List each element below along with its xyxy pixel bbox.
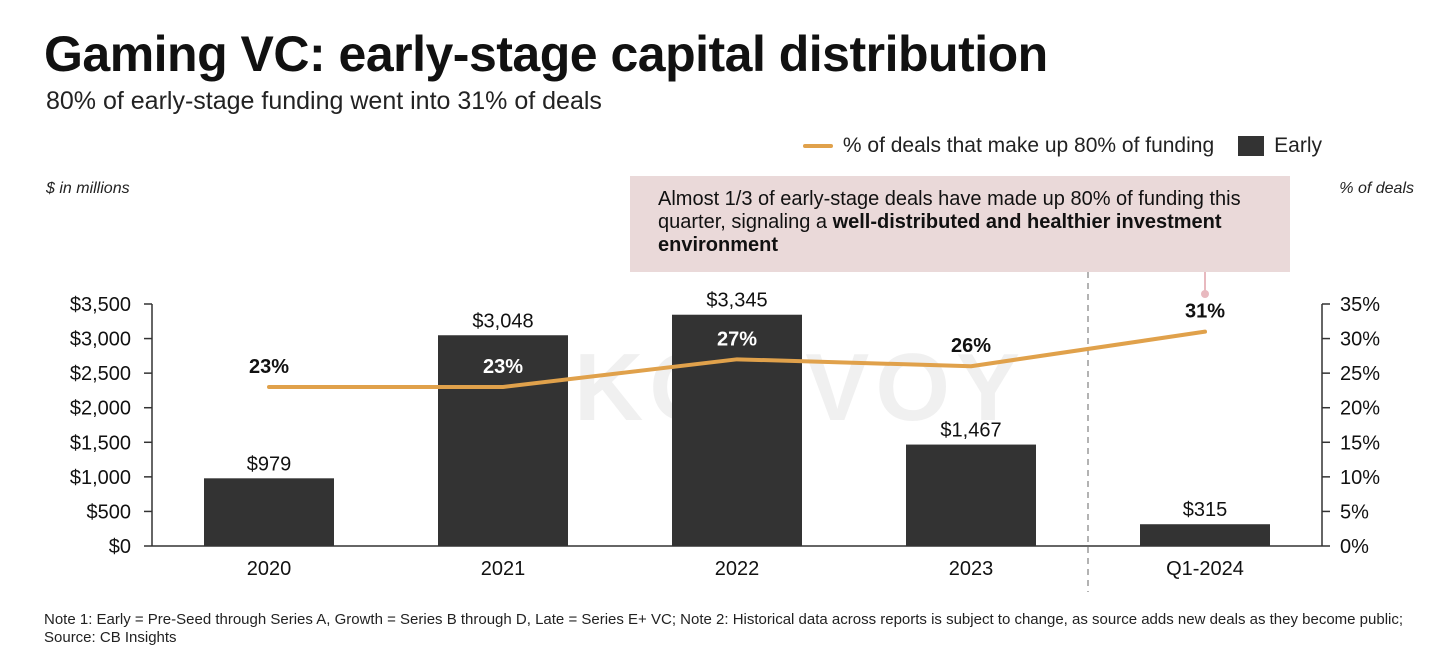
- bar-value-label: $3,345: [706, 290, 767, 312]
- bar-value-label: $1,467: [940, 420, 1001, 442]
- bar-value-label: $3,048: [472, 310, 533, 332]
- bar-2021: [438, 335, 568, 546]
- x-tick-label: 2021: [481, 558, 526, 580]
- bar-value-label: $979: [247, 453, 292, 475]
- legend-bar-label: Early: [1274, 134, 1322, 157]
- y-left-tick-label: $3,000: [70, 329, 131, 351]
- y-right-tick-label: 15%: [1340, 432, 1380, 454]
- callout-connector-dot: [1201, 290, 1209, 298]
- legend-line-swatch: [802, 144, 833, 148]
- chart-title: Gaming VC: early-stage capital distribut…: [44, 26, 1048, 82]
- bar-2022: [672, 314, 802, 546]
- line-series-path: [267, 329, 1207, 389]
- x-tick-label: Q1-2024: [1166, 558, 1244, 580]
- y-left-tick-label: $1,000: [70, 467, 131, 489]
- right-axis-unit-label: % of deals: [1339, 180, 1414, 197]
- bar-2020: [204, 478, 334, 546]
- line-value-label: 23%: [249, 356, 289, 378]
- y-right-tick-label: 10%: [1340, 467, 1380, 489]
- bar-value-label: $315: [1183, 499, 1228, 521]
- line-value-label: 23%: [483, 356, 523, 378]
- legend-line-label: % of deals that make up 80% of funding: [842, 134, 1215, 157]
- y-left-tick-label: $3,500: [70, 294, 131, 316]
- bar-Q1-2024: [1140, 524, 1270, 546]
- y-left-tick-label: $1,500: [70, 432, 131, 454]
- line-value-label: 31%: [1185, 301, 1225, 323]
- y-right-tick-label: 0%: [1340, 536, 1369, 558]
- left-axis-unit-label: $ in millions: [46, 180, 130, 197]
- x-tick-label: 2020: [247, 558, 292, 580]
- y-left-tick-label: $500: [87, 501, 132, 523]
- chart-subtitle: 80% of early-stage funding went into 31%…: [46, 87, 602, 115]
- x-tick-label: 2022: [715, 558, 760, 580]
- y-right-tick-label: 5%: [1340, 501, 1369, 523]
- callout-text: Almost 1/3 of early-stage deals have mad…: [658, 188, 1241, 233]
- line-value-label: 26%: [951, 335, 991, 357]
- x-tick-label: 2023: [949, 558, 994, 580]
- legend: % of deals that make up 80% of funding E…: [802, 134, 1322, 158]
- y-left-tick-label: $0: [109, 536, 131, 558]
- footnote: Note 1: Early = Pre-Seed through Series …: [44, 611, 1404, 646]
- y-right-tick-label: 20%: [1340, 398, 1380, 420]
- y-left-tick-label: $2,500: [70, 363, 131, 385]
- bar-2023: [906, 444, 1036, 546]
- y-left-tick-label: $2,000: [70, 398, 131, 420]
- y-right-tick-label: 25%: [1340, 363, 1380, 385]
- y-right-tick-label: 35%: [1340, 294, 1380, 316]
- legend-bar-swatch: [1238, 136, 1265, 156]
- y-right-tick-label: 30%: [1340, 329, 1380, 351]
- line-value-label: 27%: [717, 328, 757, 350]
- callout-bold-text: well-distributed and healthier investmen…: [658, 211, 1222, 256]
- annotation-callout: Almost 1/3 of early-stage deals have mad…: [630, 176, 1290, 272]
